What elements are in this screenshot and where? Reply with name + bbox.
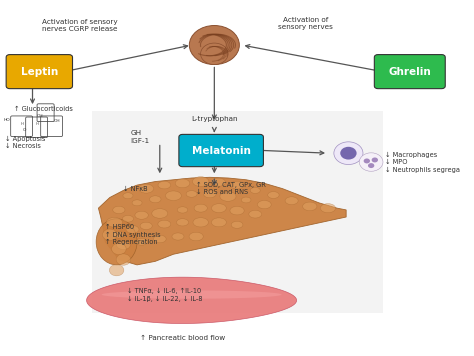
FancyBboxPatch shape xyxy=(91,111,383,313)
Text: OH: OH xyxy=(37,114,44,118)
Text: HO: HO xyxy=(3,118,10,122)
Ellipse shape xyxy=(117,241,130,250)
Text: ↑ SOD, CAT, GPx, GR
↓ ROS and RNS: ↑ SOD, CAT, GPx, GR ↓ ROS and RNS xyxy=(196,182,266,195)
Ellipse shape xyxy=(189,232,203,241)
Ellipse shape xyxy=(241,197,251,203)
Circle shape xyxy=(334,142,363,164)
FancyBboxPatch shape xyxy=(6,54,73,89)
Ellipse shape xyxy=(154,235,166,243)
Ellipse shape xyxy=(96,219,137,265)
Ellipse shape xyxy=(158,220,171,228)
Ellipse shape xyxy=(186,191,197,197)
Ellipse shape xyxy=(111,243,126,255)
Text: Leptin: Leptin xyxy=(21,67,58,77)
Circle shape xyxy=(189,26,239,64)
Circle shape xyxy=(368,163,374,168)
Text: Ghrelin: Ghrelin xyxy=(388,67,431,77)
Ellipse shape xyxy=(249,210,262,218)
Text: ↑ HSP60
↑ DNA synthesis
↑ Regeneration: ↑ HSP60 ↑ DNA synthesis ↑ Regeneration xyxy=(105,224,161,245)
Ellipse shape xyxy=(126,226,139,233)
Ellipse shape xyxy=(132,200,142,206)
Text: Melatonin: Melatonin xyxy=(191,146,251,156)
Ellipse shape xyxy=(149,196,161,203)
Ellipse shape xyxy=(176,219,189,226)
Ellipse shape xyxy=(175,179,190,188)
Ellipse shape xyxy=(136,239,147,245)
Ellipse shape xyxy=(113,231,124,238)
Circle shape xyxy=(359,153,383,171)
Ellipse shape xyxy=(135,211,148,219)
Ellipse shape xyxy=(211,218,226,227)
Text: OH: OH xyxy=(54,119,61,123)
Circle shape xyxy=(201,43,228,64)
Text: ↓ NFκB: ↓ NFκB xyxy=(123,185,148,192)
Text: ↓ TNFα, ↓ IL-6, ↑IL-10
↓ IL-1β, ↓ IL-22, ↓ IL-8: ↓ TNFα, ↓ IL-6, ↑IL-10 ↓ IL-1β, ↓ IL-22,… xyxy=(127,288,202,302)
Ellipse shape xyxy=(211,204,226,213)
Polygon shape xyxy=(99,177,346,265)
Ellipse shape xyxy=(257,200,271,209)
Text: O: O xyxy=(23,128,27,132)
Ellipse shape xyxy=(116,254,131,265)
Ellipse shape xyxy=(285,197,298,205)
Text: ↑ Pancreatic blood flow: ↑ Pancreatic blood flow xyxy=(140,335,225,341)
FancyBboxPatch shape xyxy=(179,134,264,167)
FancyBboxPatch shape xyxy=(374,54,445,89)
Text: ↑ Glucocorticoids: ↑ Glucocorticoids xyxy=(14,106,73,112)
Ellipse shape xyxy=(123,193,133,199)
Circle shape xyxy=(340,147,356,159)
Ellipse shape xyxy=(172,233,184,240)
Ellipse shape xyxy=(194,204,207,212)
Text: Activation of sensory
nerves CGRP release: Activation of sensory nerves CGRP releas… xyxy=(43,19,118,32)
Ellipse shape xyxy=(165,191,182,200)
Ellipse shape xyxy=(152,209,168,218)
Ellipse shape xyxy=(231,221,243,228)
Ellipse shape xyxy=(203,190,216,198)
Text: ↓ Macrophages
↓ MPO
↓ Neutrophils segrega: ↓ Macrophages ↓ MPO ↓ Neutrophils segreg… xyxy=(385,151,460,173)
Polygon shape xyxy=(101,290,282,299)
Text: L-tryptophan: L-tryptophan xyxy=(191,116,237,122)
Ellipse shape xyxy=(106,218,122,227)
Text: H: H xyxy=(21,122,24,126)
Circle shape xyxy=(364,158,370,163)
Ellipse shape xyxy=(220,192,236,201)
Ellipse shape xyxy=(320,204,336,213)
Ellipse shape xyxy=(192,177,209,187)
Ellipse shape xyxy=(158,181,171,189)
Ellipse shape xyxy=(268,192,279,198)
Ellipse shape xyxy=(139,184,154,193)
Text: H: H xyxy=(36,122,38,126)
Text: ↓ Apoptosis
↓ Necrosis: ↓ Apoptosis ↓ Necrosis xyxy=(5,136,46,150)
Ellipse shape xyxy=(102,229,117,240)
Polygon shape xyxy=(87,277,297,324)
Ellipse shape xyxy=(250,187,260,193)
Ellipse shape xyxy=(303,202,317,211)
Ellipse shape xyxy=(109,265,124,276)
Ellipse shape xyxy=(122,215,134,222)
Text: GH
IGF-1: GH IGF-1 xyxy=(130,130,149,144)
Ellipse shape xyxy=(230,206,244,215)
Ellipse shape xyxy=(212,178,226,186)
Ellipse shape xyxy=(230,181,244,189)
Text: Activation of
sensory nerves: Activation of sensory nerves xyxy=(278,17,333,31)
Circle shape xyxy=(372,157,378,162)
Ellipse shape xyxy=(177,207,188,213)
Ellipse shape xyxy=(113,206,125,214)
Ellipse shape xyxy=(193,218,209,227)
Ellipse shape xyxy=(140,222,152,230)
